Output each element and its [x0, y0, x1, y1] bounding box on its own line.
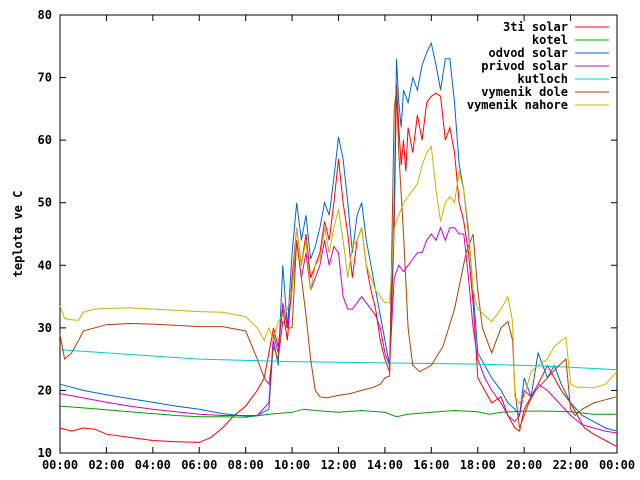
series-line-kotel	[59, 405, 617, 418]
series-line-kutloch	[59, 349, 618, 371]
legend-label: kotel	[532, 33, 568, 47]
y-tick-label: 30	[38, 321, 52, 335]
x-tick-label: 18:00	[460, 458, 496, 472]
y-tick-label: 80	[38, 8, 52, 22]
legend-label: odvod solar	[489, 46, 568, 60]
x-axis: 00:00 02:00 04:00 06:00 08:00 10:00 12:00 14:00…	[42, 15, 635, 472]
series-line-vymenik-dole	[59, 90, 618, 429]
x-tick-label: 20:00	[506, 458, 542, 472]
x-tick-label: 04:00	[135, 458, 171, 472]
x-tick-label: 12:00	[320, 458, 356, 472]
y-tick-label: 20	[38, 383, 52, 397]
x-tick-label: 14:00	[367, 458, 403, 472]
x-tick-label: 08:00	[228, 458, 264, 472]
x-tick-label: 00:00	[599, 458, 635, 472]
legend-label: privod solar	[481, 59, 568, 73]
legend-label: kutloch	[517, 72, 568, 86]
y-tick-label: 50	[38, 196, 52, 210]
y-tick-label: 40	[38, 258, 52, 272]
x-tick-label: 00:00	[42, 458, 78, 472]
series-lines	[59, 41, 618, 448]
y-axis-label: teplota ve C	[11, 191, 25, 278]
y-tick-label: 10	[38, 446, 52, 460]
x-tick-label: 22:00	[553, 458, 589, 472]
y-tick-label: 70	[38, 71, 52, 85]
legend-label: 3ti solar	[503, 20, 568, 34]
x-tick-label: 02:00	[88, 458, 124, 472]
x-tick-label: 16:00	[413, 458, 449, 472]
x-tick-label: 06:00	[181, 458, 217, 472]
legend-label: vymenik dole	[481, 85, 568, 99]
x-tick-label: 10:00	[274, 458, 310, 472]
series-line-vymenik-nahore	[59, 145, 618, 404]
y-tick-label: 60	[38, 133, 52, 147]
series-line-privod-solar	[59, 226, 618, 434]
legend-label: vymenik nahore	[467, 98, 568, 112]
series-line-3ti-solar	[59, 83, 618, 448]
y-axis: 10 20 30 40 50 60 70 80	[38, 8, 617, 460]
